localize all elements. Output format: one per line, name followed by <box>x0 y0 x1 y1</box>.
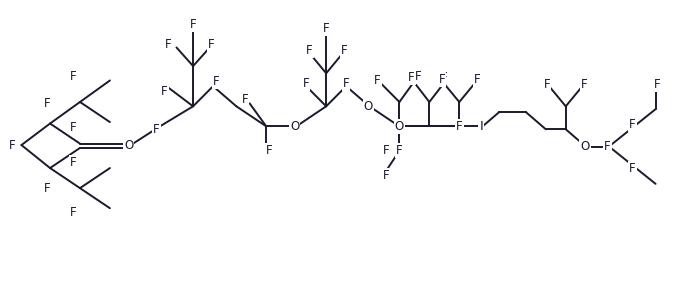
Text: F: F <box>604 140 611 153</box>
Text: F: F <box>303 77 310 90</box>
Text: F: F <box>190 18 196 31</box>
Text: F: F <box>341 44 348 57</box>
Text: F: F <box>654 78 660 91</box>
Text: F: F <box>208 38 215 51</box>
Text: F: F <box>343 75 350 88</box>
Text: I: I <box>479 120 483 133</box>
Text: F: F <box>474 73 481 86</box>
Text: O: O <box>581 140 589 153</box>
Text: F: F <box>9 139 16 151</box>
Text: F: F <box>396 144 403 157</box>
Text: O: O <box>124 139 133 152</box>
Text: F: F <box>242 93 249 105</box>
Text: F: F <box>153 123 160 136</box>
Text: F: F <box>301 75 308 88</box>
Text: F: F <box>415 70 422 83</box>
Text: F: F <box>439 73 445 86</box>
Text: F: F <box>43 97 50 110</box>
Text: O: O <box>363 100 373 113</box>
Text: F: F <box>383 169 389 182</box>
Text: O: O <box>394 120 404 133</box>
Text: F: F <box>408 71 415 84</box>
Text: F: F <box>374 74 381 87</box>
Text: F: F <box>161 86 168 98</box>
Text: F: F <box>629 161 636 175</box>
Text: F: F <box>213 75 220 88</box>
Text: F: F <box>70 70 77 83</box>
Text: F: F <box>581 78 588 91</box>
Text: F: F <box>383 144 389 157</box>
Text: F: F <box>70 121 77 134</box>
Text: F: F <box>43 182 50 195</box>
Text: F: F <box>70 206 77 219</box>
Text: F: F <box>343 77 350 90</box>
Text: F: F <box>629 118 636 132</box>
Text: O: O <box>291 120 299 133</box>
Text: F: F <box>544 78 551 91</box>
Text: F: F <box>441 71 448 84</box>
Text: F: F <box>456 120 462 133</box>
Text: F: F <box>165 38 172 51</box>
Text: F: F <box>266 144 273 157</box>
Text: F: F <box>70 156 77 169</box>
Text: F: F <box>306 44 313 57</box>
Text: F: F <box>323 22 329 35</box>
